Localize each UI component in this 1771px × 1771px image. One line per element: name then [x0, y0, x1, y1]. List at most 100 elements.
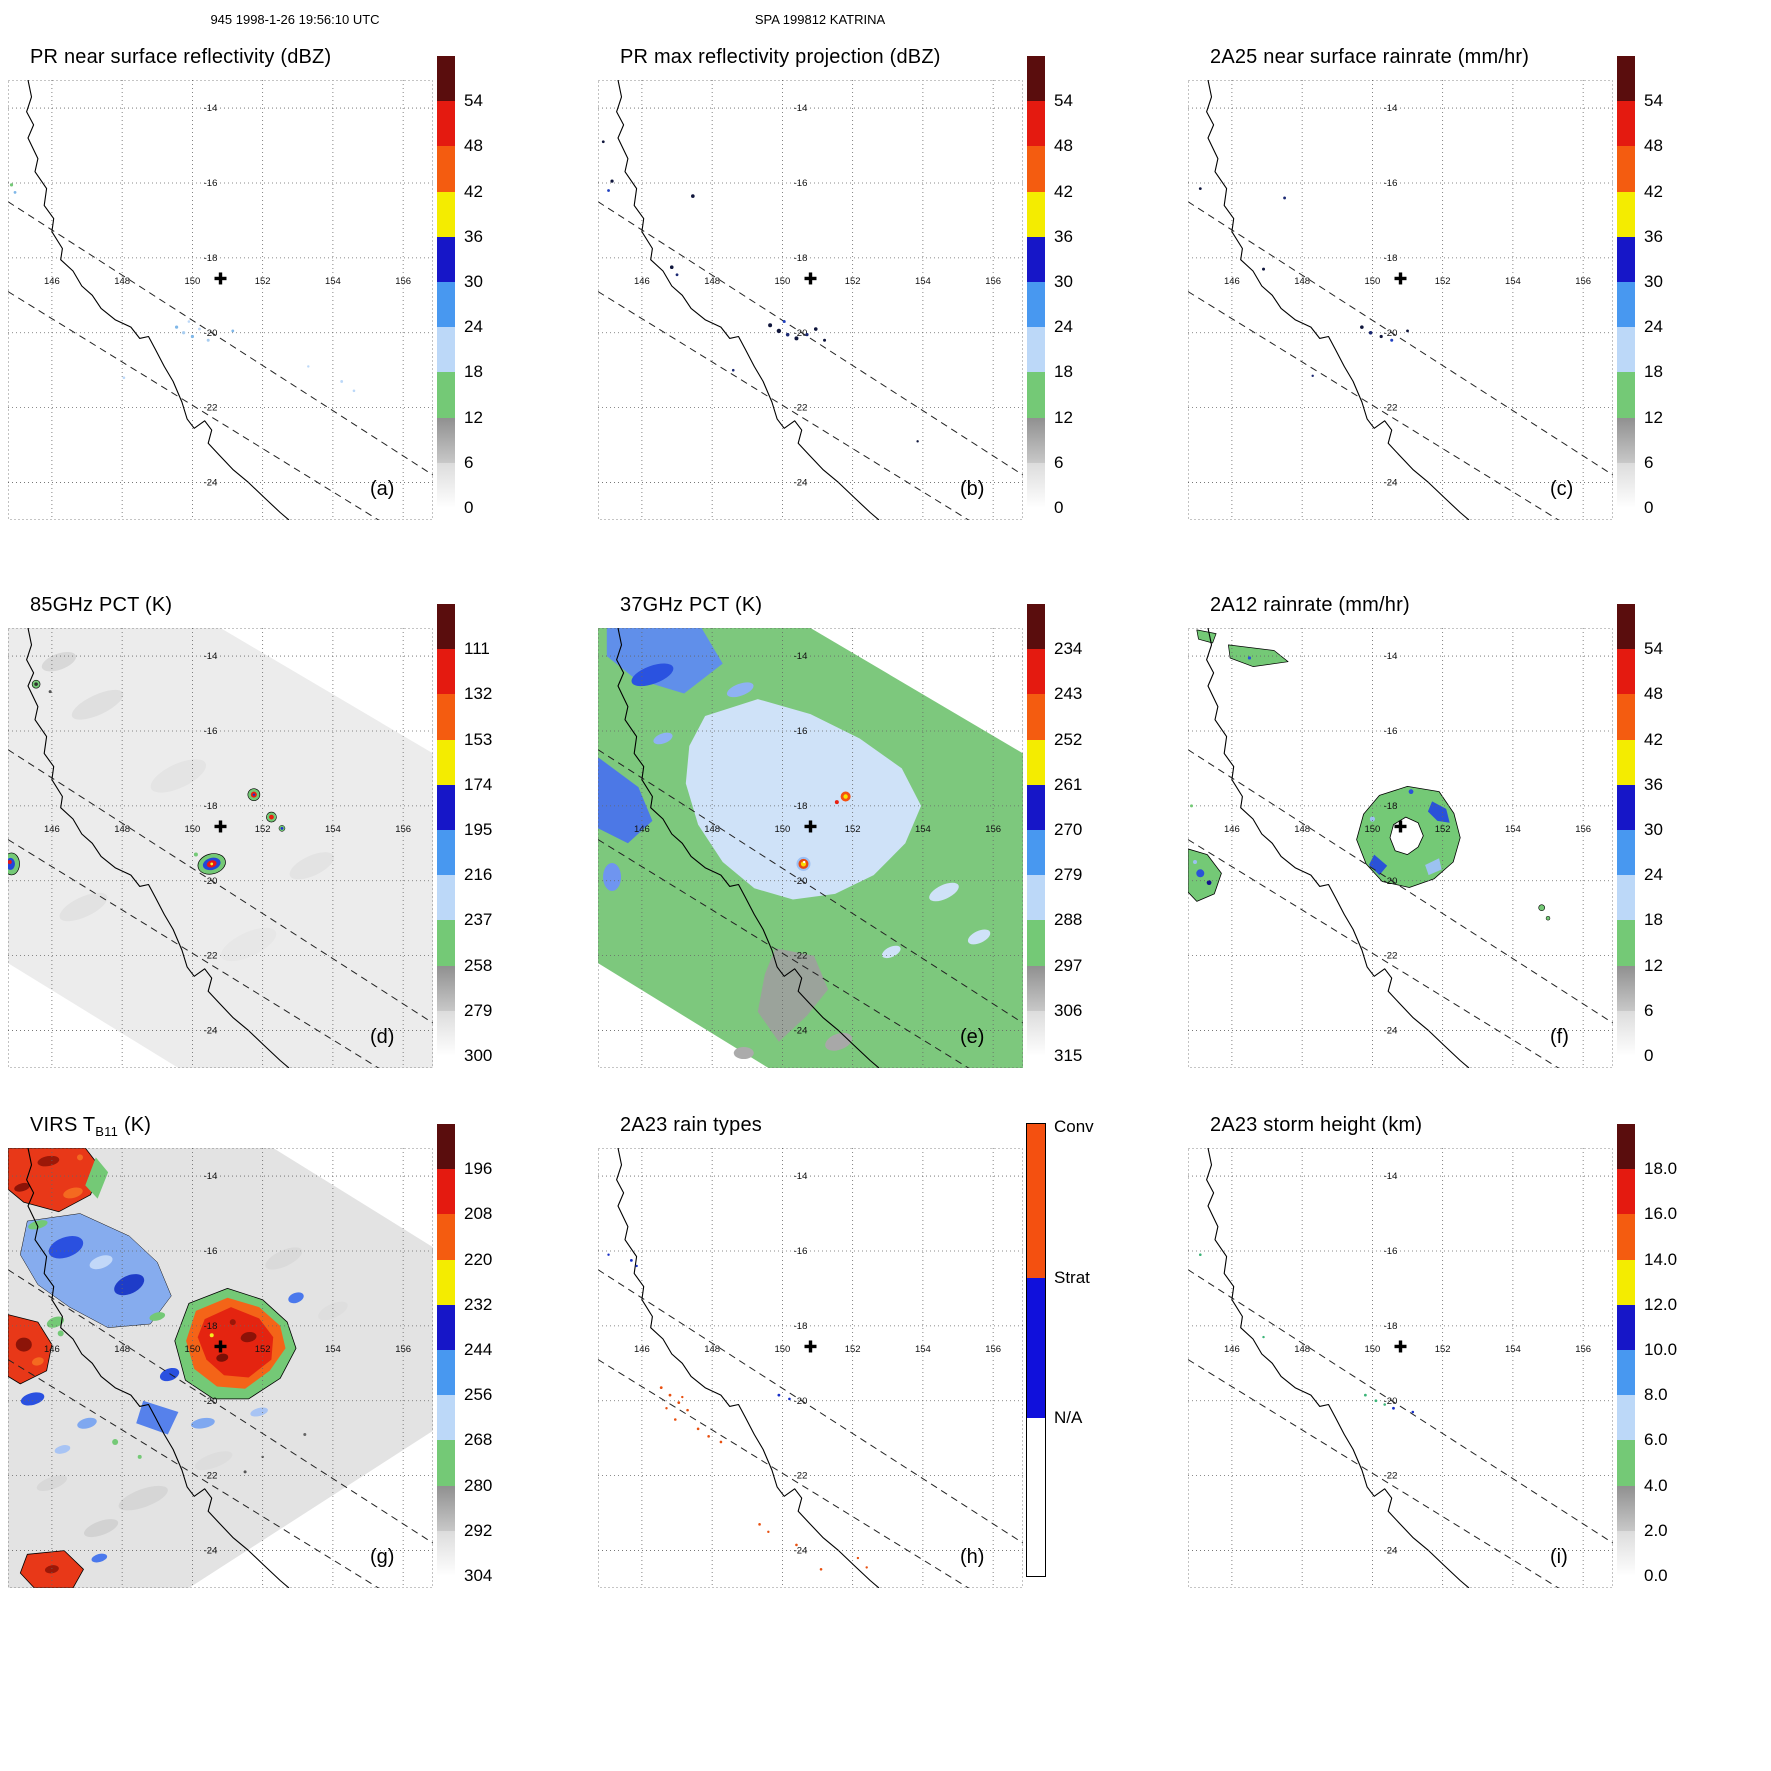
- svg-text:-20: -20: [204, 876, 218, 887]
- colorbar-segment: [1617, 875, 1635, 921]
- colorbar-segment: [437, 462, 455, 508]
- colorbar-segment: [1027, 372, 1045, 418]
- panel-b-map: 146 148 150 152 154 156 -14 -16 -18 -20 -22 -24: [598, 80, 1023, 520]
- colorbar-segment: [437, 694, 455, 740]
- colorbar-bar: [1027, 56, 1045, 508]
- svg-text:-20: -20: [1384, 328, 1398, 339]
- svg-text:150: 150: [184, 276, 200, 287]
- svg-text:154: 154: [325, 276, 341, 287]
- panel-g-title-sub: B11: [95, 1124, 119, 1139]
- svg-text:146: 146: [634, 824, 650, 835]
- svg-text:-24: -24: [204, 478, 218, 489]
- colorbar-segment: [1617, 965, 1635, 1011]
- colorbar-segment: [1617, 784, 1635, 830]
- panel-c-letter: (c): [1550, 478, 1574, 500]
- svg-text:150: 150: [1364, 824, 1380, 835]
- colorbar-tick: 48: [1644, 136, 1663, 156]
- colorbar-tick: 6: [1644, 1000, 1654, 1020]
- colorbar-segment: [1617, 372, 1635, 418]
- svg-text:-16: -16: [1384, 726, 1398, 737]
- colorbar-segment: [437, 920, 455, 966]
- colorbar-segment: [1027, 829, 1045, 876]
- colorbar-tick: 12: [1644, 407, 1663, 427]
- colorbar-tick: 48: [1644, 684, 1663, 704]
- svg-text:150: 150: [774, 1344, 790, 1355]
- colorbar-segment: [1027, 191, 1045, 237]
- svg-text:-14: -14: [794, 103, 808, 114]
- panel-h-title: 2A23 rain types: [620, 1114, 762, 1136]
- colorbar-segment: [437, 739, 455, 785]
- svg-text:-22: -22: [204, 951, 218, 962]
- svg-text:-24: -24: [204, 1026, 218, 1037]
- colorbar-label-na: N/A: [1054, 1407, 1083, 1427]
- colorbar-bar: [1027, 604, 1045, 1056]
- colorbar-segment: [437, 417, 455, 463]
- svg-text:-14: -14: [1384, 1171, 1398, 1182]
- svg-text:-18: -18: [794, 1321, 808, 1332]
- colorbar-tick: 0: [1644, 498, 1654, 517]
- svg-text:-22: -22: [794, 951, 808, 962]
- svg-text:-24: -24: [1384, 1546, 1398, 1557]
- svg-text:-24: -24: [794, 478, 808, 489]
- colorbar-tick: 297: [1054, 955, 1083, 975]
- svg-text:-22: -22: [204, 403, 218, 414]
- colorbar-tick: 54: [1644, 91, 1663, 111]
- colorbar-bar: [1617, 1124, 1635, 1576]
- svg-text:152: 152: [255, 1344, 271, 1355]
- panel-i-letter: (i): [1550, 1546, 1568, 1568]
- colorbar-tick: 270: [1054, 820, 1083, 839]
- panel-f-letter: (f): [1550, 1026, 1569, 1048]
- svg-text:-20: -20: [794, 876, 808, 887]
- panel-c-title: 2A25 near surface rainrate (mm/hr): [1210, 46, 1530, 68]
- svg-text:-20: -20: [794, 1396, 808, 1407]
- colorbar-segment: [1617, 920, 1635, 966]
- svg-text:-22: -22: [794, 403, 808, 414]
- svg-text:146: 146: [44, 276, 60, 287]
- panel-i-title: 2A23 storm height (km): [1210, 1114, 1423, 1136]
- svg-text:-14: -14: [1384, 103, 1398, 114]
- colorbar-tick: 16.0: [1644, 1204, 1678, 1224]
- colorbar-tick: 195: [464, 820, 493, 839]
- svg-text:146: 146: [1224, 824, 1240, 835]
- svg-text:-14: -14: [1384, 651, 1398, 662]
- header-orbit-datetime: 945 1998-1-26 19:56:10 UTC: [210, 12, 380, 27]
- svg-text:-22: -22: [794, 1471, 808, 1482]
- colorbar-segment: [1027, 281, 1045, 328]
- svg-text:-18: -18: [1384, 253, 1398, 264]
- colorbar-tick: 0: [464, 498, 474, 517]
- svg-text:-16: -16: [794, 726, 808, 737]
- panel-a: PR near surface reflectivity (dBZ) 146 14…: [0, 30, 590, 578]
- colorbar-segment: [1027, 146, 1045, 192]
- svg-text:148: 148: [114, 276, 130, 287]
- colorbar-tick: 30: [1054, 272, 1073, 291]
- svg-text:156: 156: [395, 1344, 411, 1355]
- colorbar-tick: 174: [464, 774, 493, 794]
- svg-text:146: 146: [634, 1344, 650, 1355]
- colorbar-tick: 24: [464, 317, 483, 337]
- svg-text:148: 148: [114, 1344, 130, 1355]
- svg-text:-24: -24: [1384, 478, 1398, 489]
- colorbar-segment: [437, 281, 455, 328]
- colorbar-tick: 48: [1054, 136, 1073, 156]
- colorbar-tick: 54: [464, 91, 483, 111]
- colorbar-tick: 24: [1644, 865, 1663, 885]
- colorbar-segment: [1617, 417, 1635, 463]
- colorbar-segment: [1027, 1010, 1045, 1056]
- colorbar-segment: [437, 372, 455, 418]
- colorbar-segment: [1617, 1214, 1635, 1260]
- panel-g-letter: (g): [370, 1546, 395, 1568]
- svg-text:152: 152: [845, 1344, 861, 1355]
- colorbar-segment: [437, 1169, 455, 1215]
- colorbar-segment: [1617, 649, 1635, 695]
- colorbar-bar: [1617, 56, 1635, 508]
- svg-text:148: 148: [114, 824, 130, 835]
- colorbar-tick: 243: [1054, 684, 1083, 704]
- panel-h: 2A23 rain types 146 148 150 152 154 156 -14 -16…: [590, 1098, 1180, 1618]
- colorbar-segment: [437, 649, 455, 695]
- colorbar-tick: 244: [464, 1340, 493, 1359]
- colorbar-tick: 24: [1644, 317, 1663, 337]
- svg-text:154: 154: [915, 276, 931, 287]
- colorbar-segment: [437, 1124, 455, 1170]
- colorbar-bar: [437, 604, 455, 1056]
- colorbar-tick: 30: [1644, 820, 1663, 839]
